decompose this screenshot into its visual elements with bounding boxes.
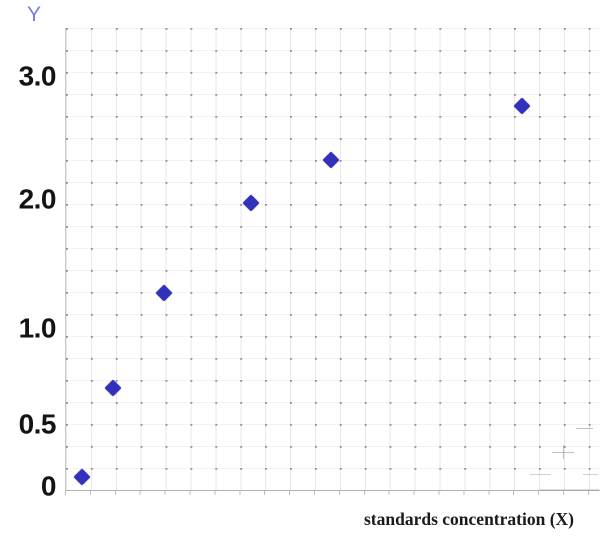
y-axis-title: Y bbox=[27, 3, 42, 26]
smudge-artifact bbox=[583, 474, 598, 475]
y-axis-tick-label: 0.5 bbox=[18, 408, 57, 440]
x-axis-title: standards concentration (X) bbox=[364, 509, 574, 529]
y-axis-tick-label: 2.0 bbox=[18, 183, 57, 215]
y-axis-tick-label: 0 bbox=[40, 470, 57, 502]
smudge-artifact bbox=[540, 489, 599, 491]
smudge-artifact bbox=[563, 445, 564, 459]
x-axis-tick-marks bbox=[65, 491, 599, 495]
y-axis-tick-label: 3.0 bbox=[18, 60, 57, 92]
y-axis-tick-label: 1.0 bbox=[18, 312, 57, 344]
smudge-artifact bbox=[530, 474, 551, 475]
plot-area bbox=[65, 28, 600, 491]
smudge-artifact bbox=[576, 428, 593, 429]
